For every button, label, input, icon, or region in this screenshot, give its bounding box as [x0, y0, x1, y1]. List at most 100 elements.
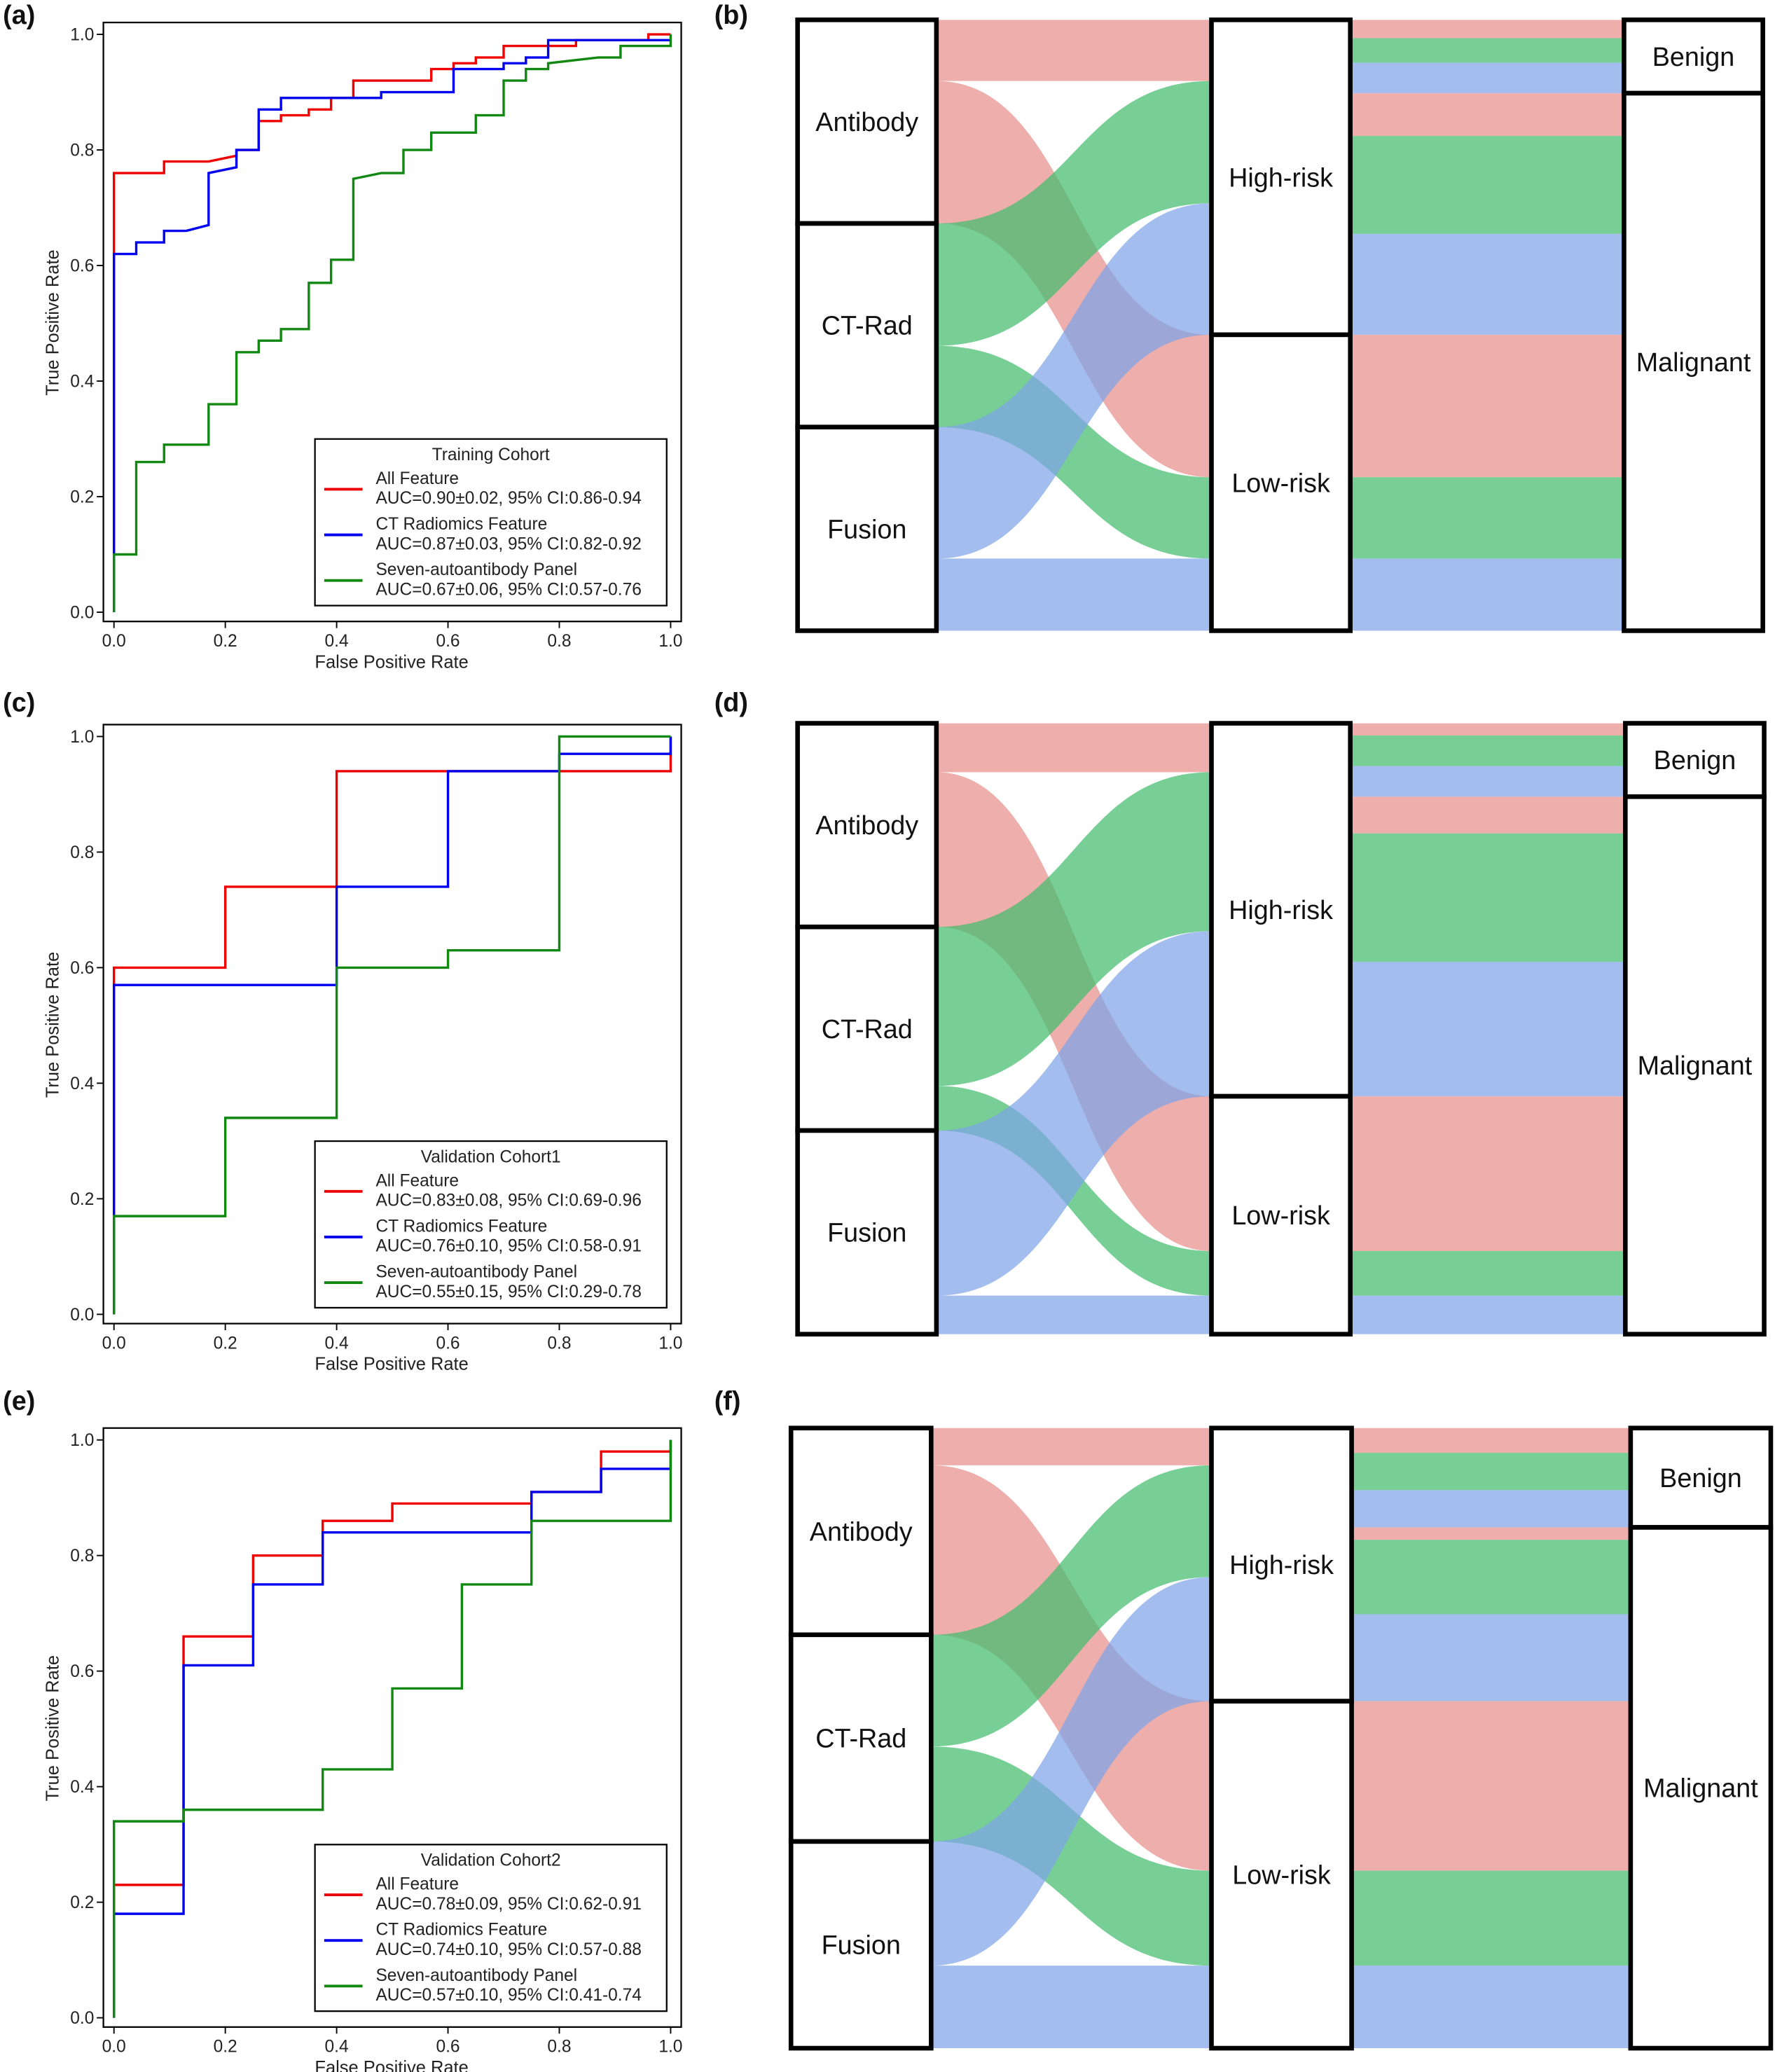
sankey-flow-low-risk-to-malignant — [1350, 1250, 1626, 1296]
sankey-diagram: Antibody CT-Rad Fusion High-risk Low-risk Ben… — [788, 1425, 1774, 2051]
roc-curve-autoantibody — [113, 735, 671, 1315]
node-label: High-risk — [1229, 1550, 1334, 1580]
sankey-flow-ct-rad-to-high-risk — [936, 81, 1212, 346]
sankey-node-high-risk: High-risk — [1209, 721, 1353, 1099]
x-tick-label: 0.2 — [214, 632, 237, 651]
y-tick-label: 0.0 — [70, 603, 94, 622]
node-box — [1628, 1525, 1774, 2051]
panel-label-a: (a) — [3, 0, 35, 29]
y-axis-label: True Positive Rate — [43, 952, 62, 1098]
roc-curve-ct-radiomics — [113, 39, 671, 612]
y-tick-label: 0.8 — [70, 1547, 94, 1566]
sankey-flow-high-risk-to-malignant — [1351, 1614, 1631, 1701]
node-label: Benign — [1654, 745, 1736, 775]
node-box — [788, 1839, 934, 2051]
legend-series-stats: AUC=0.87±0.03, 95% CI:0.82-0.92 — [375, 534, 641, 553]
node-box — [1623, 794, 1767, 1337]
node-label: CT-Rad — [815, 1724, 906, 1753]
node-label: Malignant — [1643, 1773, 1758, 1802]
y-axis-label: True Positive Rate — [43, 1655, 62, 1802]
node-label: Antibody — [815, 810, 918, 840]
roc-chart: 0.0 0.2 0.4 0.6 0.8 1.0 0.0 0.2 0.4 0.6 0.8 1.0 Fals… — [43, 1427, 682, 2072]
plot-frame — [102, 724, 682, 1325]
node-label: Malignant — [1636, 347, 1751, 377]
legend-series-stats: AUC=0.90±0.02, 95% CI:0.86-0.94 — [375, 489, 641, 508]
legend-series-name: Seven-autoantibody Panel — [375, 1263, 577, 1282]
sankey-flow-high-risk-to-malignant — [1350, 233, 1624, 335]
sankey-node-high-risk: High-risk — [1209, 1425, 1354, 1704]
panel-label-c: (c) — [3, 688, 35, 717]
legend-title: Validation Cohort1 — [421, 1147, 561, 1166]
y-tick-label: 0.2 — [70, 1190, 94, 1209]
sankey-node-ct-rad: CT-Rad — [795, 221, 939, 430]
node-box — [1209, 18, 1353, 338]
roc-chart: 0.0 0.2 0.4 0.6 0.8 1.0 0.0 0.2 0.4 0.6 0.8 1.0 Fals… — [43, 724, 682, 1374]
sankey-flow-fusion-to-high-risk — [936, 931, 1212, 1296]
sankey-flow-antibody-to-low-risk — [936, 81, 1212, 478]
y-tick-label: 0.8 — [70, 843, 94, 862]
legend-series-stats: AUC=0.67±0.06, 95% CI:0.57-0.76 — [375, 580, 641, 599]
x-tick-label: 0.6 — [436, 1334, 460, 1353]
sankey-node-antibody: Antibody — [788, 1425, 934, 1638]
sankey-flow-high-risk-to-malignant — [1350, 136, 1624, 234]
sankey-flow-antibody-to-high-risk — [936, 723, 1212, 773]
sankey-flow-fusion-to-high-risk — [931, 1577, 1212, 1966]
panel-label-b: (b) — [714, 0, 748, 29]
y-tick-label: 1.0 — [70, 1431, 94, 1450]
sankey-flow-fusion-to-high-risk — [936, 203, 1212, 559]
sankey-flow-ct-rad-to-high-risk — [931, 1465, 1212, 1747]
sankey-flow-high-risk-to-benign — [1351, 1453, 1631, 1491]
sankey-flow-high-risk-to-benign — [1350, 735, 1626, 766]
sankey-flow-low-risk-to-malignant — [1350, 1096, 1626, 1251]
x-axis-label: False Positive Rate — [315, 652, 468, 672]
sankey-flow-high-risk-to-benign — [1351, 1428, 1631, 1453]
node-label: Low-risk — [1231, 468, 1330, 497]
y-tick-label: 0.2 — [70, 488, 94, 507]
node-box — [1209, 332, 1353, 633]
legend-series-name: CT Radiomics Feature — [375, 1921, 547, 1940]
roc-curve-all-feature — [113, 736, 672, 1315]
node-label: Antibody — [810, 1517, 913, 1546]
sankey-flows — [936, 723, 1626, 1334]
node-box — [1209, 1425, 1354, 1704]
legend-title: Training Cohort — [432, 446, 550, 464]
panel-label-f: (f) — [714, 1386, 741, 1415]
node-label: Low-risk — [1231, 1201, 1330, 1230]
sankey-diagram: Antibody CT-Rad Fusion High-risk Low-risk Ben… — [795, 721, 1767, 1337]
x-tick-label: 0.8 — [547, 1334, 571, 1353]
legend-series-name: All Feature — [375, 469, 459, 488]
legend-series-stats: AUC=0.55±0.15, 95% CI:0.29-0.78 — [375, 1283, 641, 1301]
sankey-flow-antibody-to-high-risk — [931, 1428, 1212, 1465]
sankey-flow-fusion-to-low-risk — [936, 1295, 1212, 1334]
x-axis-label: False Positive Rate — [315, 1355, 468, 1374]
y-tick-label: 0.4 — [70, 1778, 94, 1797]
legend-series-name: CT Radiomics Feature — [375, 515, 547, 534]
sankey-flow-ct-rad-to-low-risk — [936, 345, 1212, 559]
sankey-node-ct-rad: CT-Rad — [795, 924, 939, 1133]
sankey-flow-high-risk-to-malignant — [1350, 962, 1626, 1097]
legend-box — [314, 1844, 668, 2012]
sankey-node-antibody: Antibody — [795, 721, 939, 930]
node-label: Low-risk — [1232, 1860, 1331, 1890]
sankey-flow-antibody-to-low-risk — [936, 772, 1212, 1251]
sankey-node-malignant: Malignant — [1628, 1525, 1774, 2051]
y-tick-label: 0.4 — [70, 373, 94, 392]
sankey-node-antibody: Antibody — [795, 18, 939, 226]
y-tick-label: 0.6 — [70, 257, 94, 276]
sankey-node-low-risk: Low-risk — [1209, 332, 1353, 633]
y-tick-label: 0.6 — [70, 959, 94, 978]
x-tick-label: 0.0 — [102, 2038, 126, 2057]
sankey-node-benign: Benign — [1622, 18, 1765, 96]
roc-curve-autoantibody — [113, 1439, 672, 2018]
panel-label-d: (d) — [714, 688, 748, 717]
x-tick-label: 0.0 — [102, 1334, 126, 1353]
sankey-flow-antibody-to-high-risk — [936, 20, 1212, 81]
legend-series-name: CT Radiomics Feature — [375, 1217, 547, 1236]
x-tick-label: 1.0 — [658, 2038, 682, 2057]
roc-curve-ct-radiomics — [113, 1439, 672, 2018]
node-box — [1209, 1699, 1354, 2051]
node-label: CT-Rad — [822, 1014, 913, 1044]
node-label: Fusion — [827, 1218, 906, 1248]
sankey-flow-high-risk-to-benign — [1350, 62, 1624, 94]
roc-curve-autoantibody — [113, 34, 672, 612]
